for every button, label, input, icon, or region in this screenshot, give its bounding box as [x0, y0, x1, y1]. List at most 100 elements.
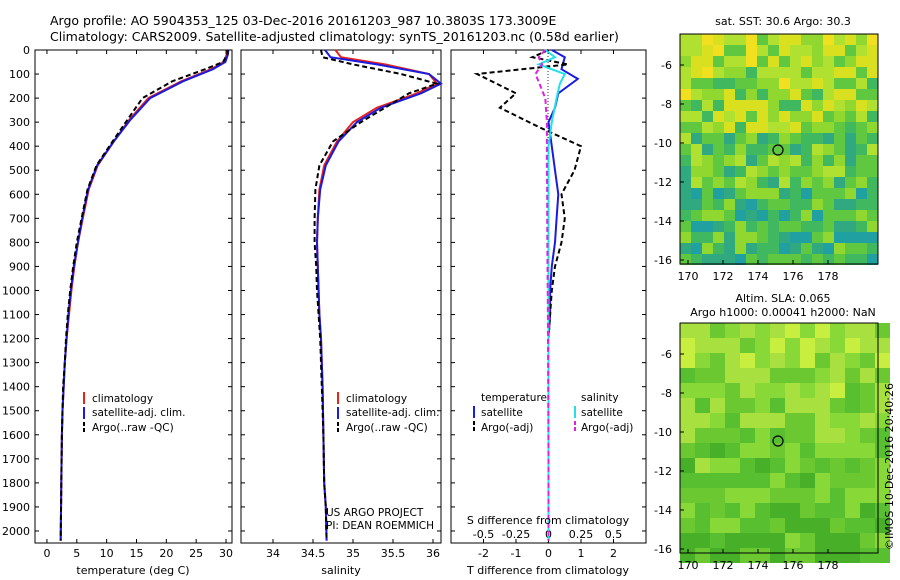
raster-cell [867, 166, 878, 177]
raster-cell [800, 488, 815, 503]
raster-cell [740, 338, 755, 353]
map-lat-label: -16 [654, 254, 672, 267]
raster-cell [691, 232, 702, 243]
raster-cell [779, 188, 790, 199]
raster-cell [815, 413, 830, 428]
temperature-x-axis: 0 5 10 15 20 25 30 [43, 50, 233, 560]
raster-cell [812, 177, 823, 188]
difference-series [473, 49, 583, 541]
raster-cell [695, 383, 710, 398]
raster-cell [785, 368, 800, 383]
raster-cell [875, 533, 890, 548]
raster-cell [830, 503, 845, 518]
depth-tick-label: 800 [9, 236, 30, 249]
raster-cell [834, 177, 845, 188]
s-difference-label: S difference from climatology [467, 514, 630, 527]
raster-cell [801, 155, 812, 166]
raster-cell [757, 45, 768, 56]
raster-cell [768, 78, 779, 89]
raster-cell [691, 34, 702, 45]
raster-cell [680, 144, 691, 155]
temperature-panel: 0100200300400500600700800900100011001200… [2, 44, 646, 577]
raster-cell [746, 111, 757, 122]
raster-cell [757, 199, 768, 210]
raster-cell [830, 428, 845, 443]
raster-cell [735, 177, 746, 188]
raster-cell [801, 89, 812, 100]
raster-cell [845, 473, 860, 488]
raster-cell [702, 67, 713, 78]
raster-cell [815, 548, 830, 563]
raster-cell [695, 518, 710, 533]
map-lat-label: -10 [654, 137, 672, 150]
raster-cell [785, 338, 800, 353]
raster-cell [779, 34, 790, 45]
raster-cell [735, 100, 746, 111]
raster-cell [779, 67, 790, 78]
raster-cell [830, 488, 845, 503]
map-lat-label: -8 [661, 387, 672, 400]
raster-cell [740, 488, 755, 503]
series-line-1 [473, 49, 583, 541]
raster-cell [725, 488, 740, 503]
raster-cell [823, 67, 834, 78]
raster-cell [790, 199, 801, 210]
raster-cell [860, 548, 875, 563]
depth-tick-label: 300 [9, 116, 30, 129]
legend-label-t-argo: Argo(-adj) [481, 422, 533, 434]
salinity-series [313, 49, 443, 541]
raster-cell [845, 338, 860, 353]
raster-cell [710, 398, 725, 413]
raster-cell [735, 243, 746, 254]
raster-cell [680, 67, 691, 78]
raster-cell [845, 166, 856, 177]
raster-cell [755, 548, 770, 563]
raster-cell [779, 210, 790, 221]
raster-cell [725, 338, 740, 353]
raster-cell [695, 533, 710, 548]
raster-cell [875, 458, 890, 473]
raster-cell [768, 254, 779, 265]
raster-cell [875, 488, 890, 503]
raster-cell [702, 177, 713, 188]
raster-cell [834, 78, 845, 89]
raster-cell [800, 428, 815, 443]
raster-cell [779, 199, 790, 210]
raster-cell [713, 144, 724, 155]
raster-cell [724, 166, 735, 177]
raster-cell [845, 518, 860, 533]
raster-cell [768, 111, 779, 122]
raster-cell [845, 56, 856, 67]
raster-cell [725, 458, 740, 473]
raster-cell [740, 473, 755, 488]
raster-cell [746, 166, 757, 177]
raster-cell [746, 254, 757, 265]
raster-cell [779, 144, 790, 155]
raster-cell [735, 122, 746, 133]
raster-cell [875, 368, 890, 383]
raster-cell [845, 144, 856, 155]
raster-cell [713, 221, 724, 232]
series-line-2 [59, 49, 229, 541]
raster-cell [768, 56, 779, 67]
raster-cell [830, 518, 845, 533]
raster-cell [768, 221, 779, 232]
map-lat-label: -16 [654, 543, 672, 556]
raster-cell [713, 56, 724, 67]
raster-cell [713, 199, 724, 210]
raster-cell [790, 78, 801, 89]
x-tick-label: 25 [189, 547, 203, 560]
raster-cell [867, 177, 878, 188]
x-tick-label: 10 [100, 547, 114, 560]
raster-cell [845, 243, 856, 254]
difference-x-axis: -2 -1 0 1 2-0.5 -0.25 0 0.25 0.5 [473, 50, 622, 560]
raster-cell [691, 177, 702, 188]
raster-cell [770, 398, 785, 413]
raster-cell [845, 210, 856, 221]
map-lon-label: 170 [678, 559, 699, 572]
raster-cell [867, 67, 878, 78]
raster-cell [757, 100, 768, 111]
raster-cell [680, 45, 691, 56]
difference-xlabel: T difference from climatology [466, 564, 629, 577]
